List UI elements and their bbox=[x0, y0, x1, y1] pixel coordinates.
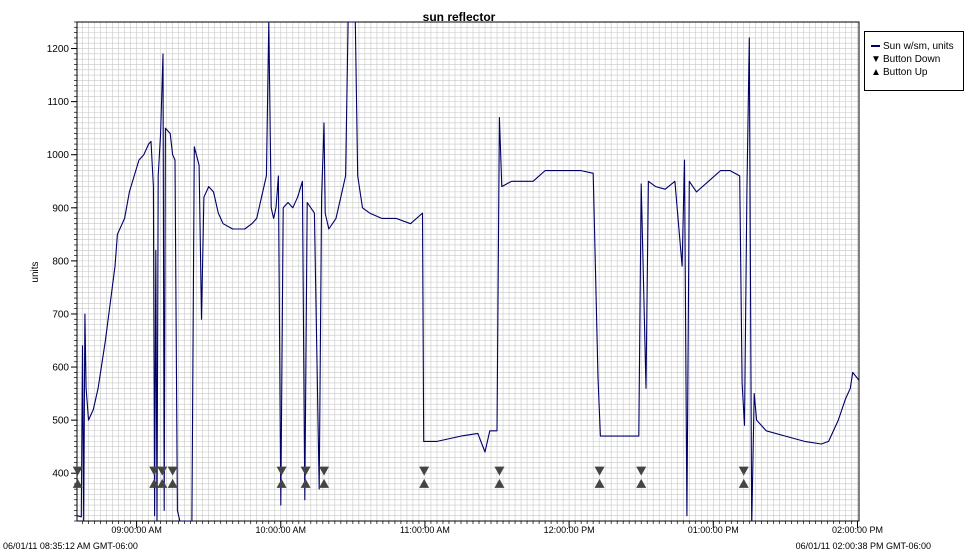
button-down-marker bbox=[300, 466, 311, 476]
button-up-marker bbox=[594, 478, 605, 488]
button-down-marker bbox=[594, 466, 605, 476]
button-down-marker bbox=[494, 466, 505, 476]
y-tick-label: 1000 bbox=[47, 150, 70, 161]
button-up-marker bbox=[300, 478, 311, 488]
button-down-marker bbox=[157, 466, 168, 476]
marker-layer bbox=[72, 466, 749, 488]
button-up-marker bbox=[167, 478, 178, 488]
axis-ticks: 400 500 600 700 800 900 1000 1100 1200 09:00:00 A… bbox=[47, 21, 883, 535]
button-down-marker bbox=[72, 466, 83, 476]
series-layer bbox=[77, 22, 859, 521]
button-down-marker bbox=[636, 466, 647, 476]
x-tick-label: 12:00:00 PM bbox=[544, 525, 595, 535]
button-down-marker bbox=[419, 466, 430, 476]
y-tick-label: 1200 bbox=[47, 44, 70, 55]
button-up-marker bbox=[494, 478, 505, 488]
line-swatch-icon bbox=[871, 45, 880, 48]
triangle-down-icon: ▼ bbox=[871, 54, 881, 65]
button-up-marker bbox=[149, 478, 160, 488]
legend-label: Sun w/sm, units bbox=[883, 41, 954, 52]
series-line-sun bbox=[77, 22, 859, 521]
triangle-up-icon: ▲ bbox=[871, 67, 881, 78]
legend-item-button-down: ▼ Button Down bbox=[871, 54, 940, 66]
button-up-marker bbox=[157, 478, 168, 488]
y-tick-label: 1100 bbox=[47, 97, 69, 108]
button-up-marker bbox=[636, 478, 647, 488]
legend-label: Button Up bbox=[883, 67, 928, 78]
range-end-label: 06/01/11 02:00:38 PM GMT-06:00 bbox=[795, 541, 931, 551]
button-down-marker bbox=[276, 466, 287, 476]
chart-title: sun reflector bbox=[423, 10, 496, 24]
x-tick-label: 09:00:00 AM bbox=[111, 525, 162, 535]
button-down-marker bbox=[738, 466, 749, 476]
y-axis-label: units bbox=[30, 261, 41, 282]
button-down-marker bbox=[319, 466, 330, 476]
button-up-marker bbox=[419, 478, 430, 488]
y-tick-label: 500 bbox=[52, 416, 69, 427]
legend-item-button-up: ▲ Button Up bbox=[871, 67, 927, 79]
y-tick-label: 800 bbox=[52, 256, 69, 267]
range-start-label: 06/01/11 08:35:12 AM GMT-06:00 bbox=[3, 541, 138, 551]
y-tick-label: 600 bbox=[52, 363, 69, 374]
chart-legend: Sun w/sm, units ▼ Button Down ▲ Button Up bbox=[864, 31, 964, 91]
button-up-marker bbox=[319, 478, 330, 488]
y-tick-label: 700 bbox=[52, 309, 69, 320]
x-tick-label: 10:00:00 AM bbox=[255, 525, 306, 535]
legend-item-sun: Sun w/sm, units bbox=[871, 41, 954, 53]
x-tick-label: 01:00:00 PM bbox=[688, 525, 739, 535]
y-tick-label: 900 bbox=[52, 203, 69, 214]
button-up-marker bbox=[738, 478, 749, 488]
x-tick-label: 11:00:00 AM bbox=[400, 525, 450, 535]
button-down-marker bbox=[149, 466, 160, 476]
button-up-marker bbox=[72, 478, 83, 488]
button-up-marker bbox=[276, 478, 287, 488]
y-tick-label: 400 bbox=[52, 469, 69, 480]
legend-label: Button Down bbox=[883, 54, 941, 65]
chart-grid bbox=[77, 21, 859, 522]
x-tick-label: 02:00:00 PM bbox=[832, 525, 883, 535]
button-down-marker bbox=[167, 466, 178, 476]
